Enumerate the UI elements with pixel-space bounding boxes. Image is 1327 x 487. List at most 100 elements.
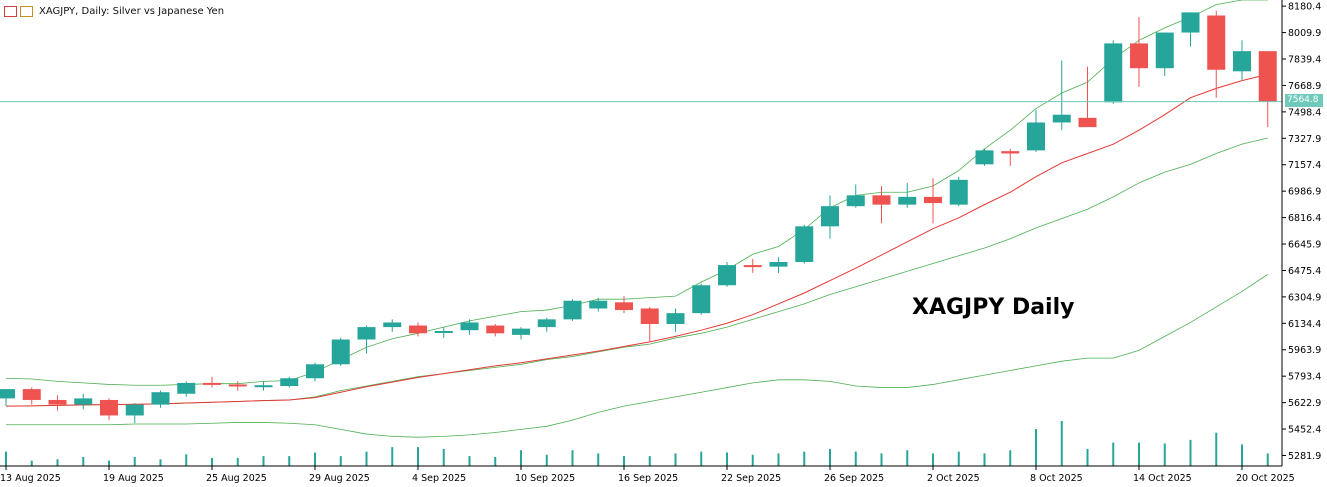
candle-body: [0, 389, 15, 399]
price-tick-label: 5622.9: [1288, 398, 1321, 409]
candle-body: [692, 285, 711, 314]
candle-body: [589, 300, 608, 309]
candle-body: [1130, 43, 1148, 69]
candle: [589, 297, 608, 312]
band-middle-line: [5, 137, 1268, 407]
candle: [563, 299, 582, 321]
candle: [846, 184, 865, 208]
candle: [1207, 10, 1226, 98]
time-tick-label: 8 Oct 2025: [1030, 473, 1083, 484]
candle-body: [1207, 15, 1226, 70]
moving-average-line: [5, 73, 1268, 407]
band-upper-line: [5, 0, 1268, 386]
price-tick-label: 5963.9: [1288, 345, 1321, 356]
candle: [795, 224, 814, 264]
candle-body: [1104, 43, 1123, 103]
time-axis[interactable]: 13 Aug 2025 19 Aug 2025 25 Aug 2025 29 Aug …: [0, 466, 1295, 484]
candle-body: [949, 179, 968, 205]
price-tick-label: 5793.4: [1288, 372, 1321, 383]
candle-body: [640, 308, 659, 324]
candle: [718, 261, 736, 287]
candle-body: [74, 398, 93, 405]
candlesticks: [0, 10, 1277, 424]
time-tick-label: 22 Sep 2025: [721, 473, 781, 484]
candle: [280, 376, 299, 388]
price-tick-label: 6986.9: [1288, 187, 1321, 198]
candle-body: [1027, 122, 1045, 151]
candle: [615, 296, 633, 314]
candle: [74, 393, 93, 410]
time-tick-label: 13 Aug 2025: [0, 473, 61, 484]
candle: [640, 306, 659, 342]
candle-body: [460, 322, 479, 331]
candle: [743, 258, 762, 273]
candle-body: [280, 378, 299, 387]
candle: [486, 323, 505, 337]
candle: [409, 322, 427, 337]
time-tick-label: 25 Aug 2025: [206, 473, 267, 484]
candle-body: [1155, 32, 1174, 69]
candle: [1258, 51, 1277, 128]
candle-body: [563, 300, 582, 320]
candle-body: [151, 392, 170, 405]
chart-watermark: XAGJPY Daily: [912, 295, 1075, 320]
candle-body: [512, 328, 530, 335]
candle: [1155, 32, 1174, 76]
candle-body: [1258, 51, 1277, 102]
candle: [898, 182, 917, 208]
candle-body: [769, 261, 788, 267]
time-tick-label: 29 Aug 2025: [309, 473, 370, 484]
volume-histogram: [5, 421, 1269, 466]
candle: [1001, 148, 1020, 166]
candle: [177, 381, 196, 397]
price-axis[interactable]: 8180.4 8009.9 7839.4 7668.9 7498.4 7327.9 7157…: [1282, 2, 1321, 462]
chart-header: XAGJPY, Daily: Silver vs Japanese Yen: [4, 3, 224, 19]
chart-window-icon[interactable]: [4, 5, 17, 17]
candle-body: [1181, 12, 1200, 33]
time-tick-label: 20 Oct 2025: [1236, 473, 1295, 484]
candle-body: [434, 330, 453, 333]
candle-body: [1078, 117, 1097, 128]
candle: [949, 176, 968, 207]
candle-body: [975, 150, 994, 165]
candle-body: [125, 404, 144, 416]
candle: [1052, 60, 1071, 131]
current-price-label: 7564.8: [1285, 94, 1323, 107]
candle: [100, 398, 118, 421]
candle: [975, 148, 994, 166]
indicator-window-icon[interactable]: [20, 5, 33, 17]
price-tick-label: 7498.4: [1288, 107, 1321, 118]
price-tick-label: 7327.9: [1288, 134, 1321, 145]
price-tick-label: 6134.4: [1288, 319, 1321, 330]
time-tick-label: 10 Sep 2025: [515, 473, 575, 484]
candle-body: [743, 265, 762, 268]
candle-body: [100, 399, 118, 416]
candle-body: [203, 382, 221, 385]
candle-body: [409, 325, 427, 334]
candle-body: [924, 196, 942, 204]
candle-body: [254, 385, 273, 388]
price-tick-label: 6475.4: [1288, 266, 1321, 277]
candle-body: [177, 382, 196, 394]
candle: [924, 178, 942, 224]
candle-body: [872, 195, 891, 205]
band-lower-line: [6, 274, 1268, 438]
candle: [1078, 66, 1097, 128]
candle-body: [1001, 151, 1020, 154]
price-tick-label: 5281.9: [1288, 451, 1321, 462]
candle-body: [383, 322, 402, 328]
candle-body: [898, 196, 917, 205]
price-tick-label: 8180.4: [1288, 2, 1321, 13]
time-tick-label: 2 Oct 2025: [927, 473, 980, 484]
time-tick-label: 26 Sep 2025: [824, 473, 884, 484]
candle: [666, 308, 685, 332]
candle-body: [1052, 114, 1071, 123]
candle: [151, 390, 170, 408]
candle: [125, 403, 144, 424]
candle-body: [718, 265, 736, 286]
time-tick-label: 19 Aug 2025: [103, 473, 164, 484]
candle-body: [615, 302, 633, 311]
candle: [821, 195, 839, 239]
